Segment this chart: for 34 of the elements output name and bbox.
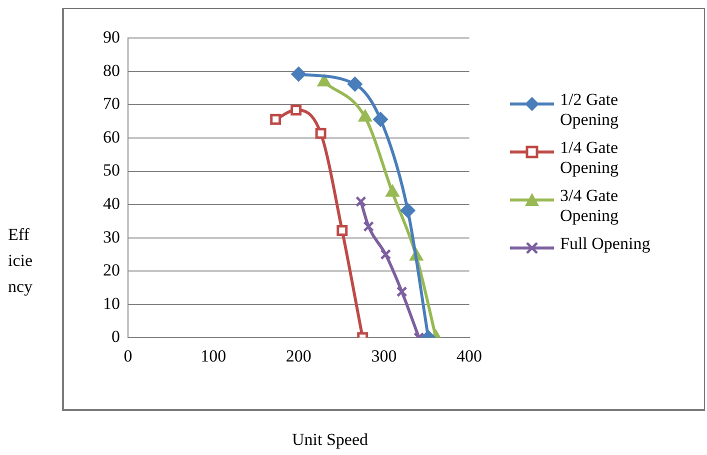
x-axis-title: Unit Speed xyxy=(290,430,370,450)
legend-label: 1/2 Gate Opening xyxy=(560,90,620,130)
point xyxy=(380,248,392,260)
point xyxy=(363,220,374,232)
x-tick-label: 200 xyxy=(286,346,312,366)
y-axis-title: Efficiency xyxy=(8,224,34,298)
point xyxy=(336,224,348,236)
point xyxy=(291,66,306,82)
x-tick-label: 100 xyxy=(200,346,226,366)
legend-label: 1/4 Gate Opening xyxy=(560,138,620,178)
legend-label: Full Opening xyxy=(560,234,652,254)
legend-label: 3/4 Gate Opening xyxy=(560,186,620,226)
point xyxy=(315,128,326,139)
point xyxy=(386,185,399,197)
y-tick-label: 30 xyxy=(103,227,120,246)
y-tick-label: 60 xyxy=(103,127,120,146)
point xyxy=(270,114,282,125)
y-tick-label: 20 xyxy=(103,260,120,280)
x-tick-label: 0 xyxy=(124,346,132,366)
point xyxy=(373,112,388,127)
point xyxy=(400,203,416,218)
x-tick-label: 400 xyxy=(456,346,482,366)
point xyxy=(355,196,366,208)
point xyxy=(358,110,372,122)
y-tick-label: 0 xyxy=(112,327,120,346)
y-tick-label: 70 xyxy=(103,94,120,114)
point xyxy=(290,104,302,116)
y-tick-label: 40 xyxy=(103,194,120,213)
y-tick-label: 10 xyxy=(103,294,120,313)
y-tick-label: 90 xyxy=(103,28,120,47)
y-tick-label: 50 xyxy=(103,160,120,180)
y-tick-label: 80 xyxy=(103,60,120,80)
point xyxy=(348,76,362,92)
x-tick-label: 300 xyxy=(371,346,397,366)
